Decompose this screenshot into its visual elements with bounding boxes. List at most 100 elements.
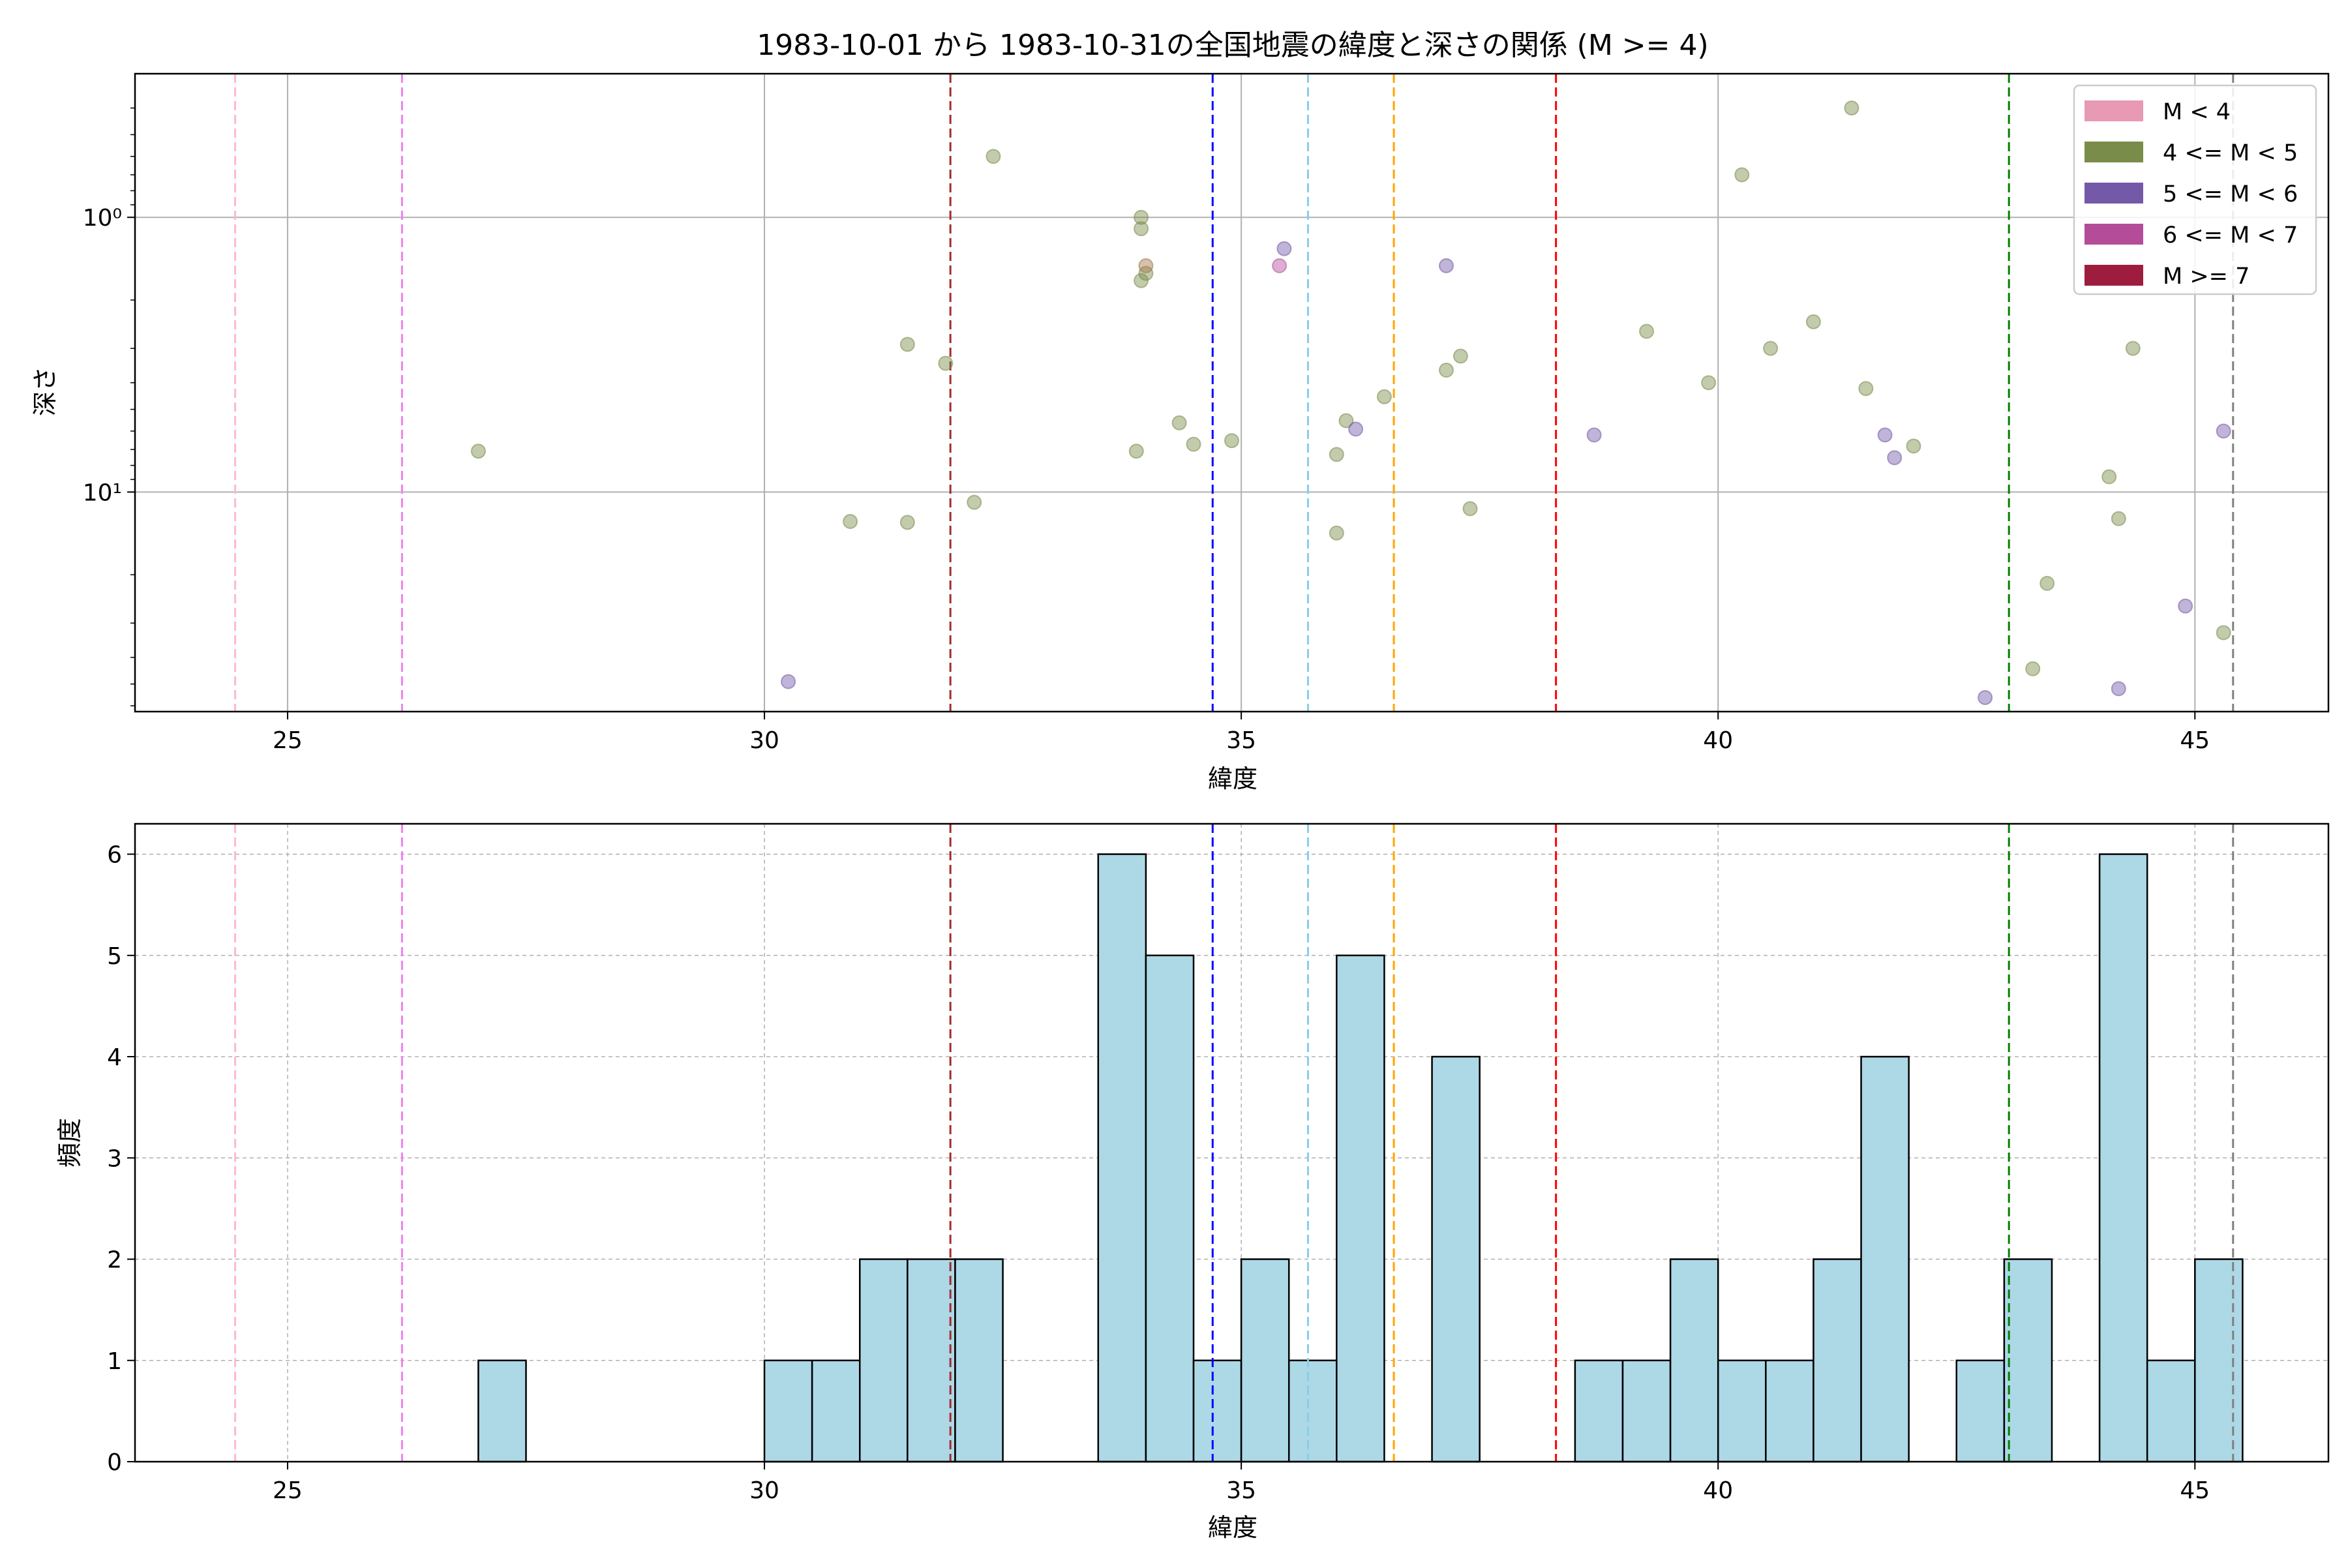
legend-label: 6 <= M < 7: [2163, 222, 2298, 249]
scatter-x-axis-label: 緯度: [1208, 764, 1257, 793]
scatter-point: [1462, 501, 1478, 517]
scatter-point: [1329, 525, 1344, 541]
histogram-y-axis-label: 頻度: [55, 1118, 84, 1168]
scatter-point: [967, 494, 982, 510]
histogram-bars: [477, 853, 2244, 1463]
scatter-point: [470, 444, 486, 459]
scatter-point: [2039, 575, 2055, 591]
scatter-point: [1276, 241, 1292, 256]
scatter-point: [1438, 362, 1454, 378]
scatter-x-tick-label: 40: [1703, 727, 1733, 754]
scatter-point: [1438, 258, 1454, 273]
histogram-plot-frame: [134, 822, 2330, 1463]
legend-label: 5 <= M < 6: [2163, 181, 2298, 207]
histogram-y-tick-label: 3: [107, 1145, 122, 1172]
scatter-x-tick-label: 25: [273, 727, 303, 754]
scatter-point: [2101, 469, 2117, 485]
scatter-point: [1138, 265, 1154, 281]
histogram-bar: [1717, 1359, 1767, 1463]
histogram-x-ticks: 25 30 35 40 45: [273, 1462, 2210, 1504]
histogram-y-tick-label: 6: [107, 842, 122, 869]
scatter-point: [1348, 421, 1364, 437]
scatter-point: [1376, 389, 1392, 404]
scatter-x-tick-label: 30: [749, 727, 779, 754]
histogram-x-tick-label: 35: [1226, 1477, 1256, 1504]
histogram-x-tick-label: 30: [749, 1477, 779, 1504]
scatter-point: [1586, 427, 1602, 443]
histogram-bar: [1669, 1258, 1719, 1463]
histogram-bar: [763, 1359, 813, 1463]
scatter-point: [1639, 324, 1655, 339]
scatter-point: [1805, 314, 1821, 329]
legend-label: M >= 7: [2163, 264, 2250, 290]
legend-swatch: [2085, 224, 2143, 245]
scatter-point: [1134, 273, 1149, 288]
scatter-point: [1338, 413, 1354, 429]
scatter-point: [1858, 381, 1874, 397]
histogram-y-tick-label: 2: [107, 1247, 122, 1274]
histogram-bar: [1574, 1359, 1624, 1463]
scatter-point: [1978, 689, 1993, 705]
scatter-point: [1329, 447, 1344, 462]
scatter-point: [2111, 511, 2126, 526]
histogram-y-ticks: 0 1 2 3 4 5 6: [107, 842, 135, 1476]
scatter-point: [2216, 423, 2231, 439]
histogram-reference-lines: [234, 824, 2235, 1462]
legend-swatch: [2085, 265, 2143, 286]
scatter-point: [2025, 661, 2041, 676]
histogram-x-axis-label: 緯度: [1208, 1513, 1257, 1542]
histogram-bar: [1860, 1055, 1910, 1463]
histogram-bar: [1240, 1258, 1290, 1463]
scatter-y-tick-label: 10¹: [83, 479, 122, 506]
histogram-y-tick-label: 0: [107, 1449, 122, 1476]
scatter-y-tick-label: 10⁰: [83, 205, 122, 232]
histogram-bar: [2098, 853, 2148, 1463]
scatter-x-ticks: 25 30 35 40 45: [273, 712, 2210, 754]
scatter-point: [1763, 340, 1779, 356]
legend-swatch: [2085, 100, 2143, 121]
chart-title: 1983-10-01 から 1983-10-31の全国地震の緯度と深さの関係 (…: [757, 29, 1708, 62]
legend: M < 4 4 <= M < 5 5 <= M < 6 6 <= M < 7 M >= …: [2073, 84, 2317, 295]
histogram-bar: [1097, 853, 1147, 1463]
scatter-points: [470, 100, 2231, 705]
scatter-x-tick-label: 45: [2180, 727, 2210, 754]
histogram-bar: [2194, 1258, 2244, 1463]
scatter-point: [986, 149, 1001, 164]
histogram-bar: [2003, 1258, 2053, 1463]
legend-swatch: [2085, 183, 2143, 204]
scatter-point: [899, 337, 915, 352]
scatter-y-axis-label: 深さ: [31, 367, 59, 416]
histogram-bar: [1287, 1359, 1338, 1463]
scatter-point: [1906, 438, 1921, 454]
scatter-point: [938, 355, 954, 371]
legend-swatch: [2085, 142, 2143, 162]
scatter-point: [1128, 444, 1144, 459]
legend-entries: M < 4 4 <= M < 5 5 <= M < 6 6 <= M < 7 M >= …: [2085, 99, 2298, 290]
scatter-point: [1734, 167, 1750, 183]
scatter-point: [1224, 433, 1239, 449]
scatter-point: [1138, 258, 1154, 273]
scatter-point: [899, 515, 915, 530]
histogram-bar: [859, 1258, 909, 1463]
scatter-panel: 25 30 35 40 45 10⁰ 10¹ 緯度 深さ M < 4 4 <= M < 5 5…: [31, 72, 2330, 793]
histogram-bar: [477, 1359, 527, 1463]
scatter-y-ticks: 10⁰ 10¹: [83, 107, 135, 706]
scatter-x-tick-label: 35: [1226, 727, 1256, 754]
histogram-y-tick-label: 5: [107, 943, 122, 970]
histogram-y-tick-label: 4: [107, 1044, 122, 1071]
scatter-point: [1701, 375, 1717, 391]
histogram-bar: [1621, 1359, 1672, 1463]
histogram-bar: [1765, 1359, 1814, 1463]
scatter-point: [1186, 436, 1201, 452]
scatter-point: [2125, 340, 2141, 356]
histogram-bar: [811, 1359, 861, 1463]
scatter-point: [1844, 100, 1859, 116]
scatter-point: [1887, 450, 1903, 466]
scatter-plot-frame: [134, 72, 2330, 713]
scatter-point: [1171, 415, 1187, 430]
scatter-point: [843, 514, 858, 530]
scatter-point: [2111, 681, 2126, 697]
